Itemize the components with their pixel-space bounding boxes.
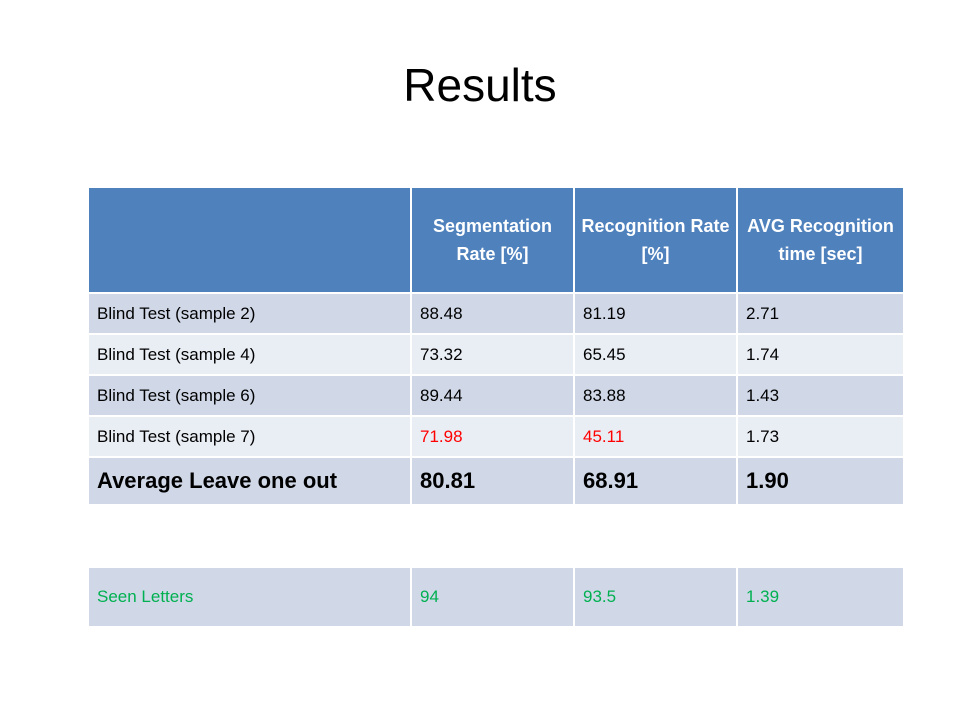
recognition-value: 81.19 <box>573 292 738 335</box>
row-label: Blind Test (sample 7) <box>87 415 412 458</box>
segmentation-value-highlighted: 71.98 <box>410 415 575 458</box>
row-label: Blind Test (sample 2) <box>87 292 412 335</box>
time-value: 1.43 <box>736 374 905 417</box>
time-value: 1.74 <box>736 333 905 376</box>
recognition-value: 65.45 <box>573 333 738 376</box>
seen-recognition-value: 93.5 <box>573 566 738 628</box>
average-label: Average Leave one out <box>87 456 412 506</box>
recognition-value: 83.88 <box>573 374 738 417</box>
table-row: Blind Test (sample 2) 88.48 81.19 2.71 <box>87 292 905 335</box>
segmentation-value: 88.48 <box>410 292 575 335</box>
header-cell-empty <box>87 186 412 294</box>
recognition-value-highlighted: 45.11 <box>573 415 738 458</box>
time-value: 1.73 <box>736 415 905 458</box>
seen-letters-row: Seen Letters 94 93.5 1.39 <box>87 566 905 628</box>
segmentation-value: 89.44 <box>410 374 575 417</box>
results-table: Segmentation Rate [%] Recognition Rate [… <box>87 186 905 506</box>
segmentation-value: 73.32 <box>410 333 575 376</box>
seen-time-value: 1.39 <box>736 566 905 628</box>
seen-segmentation-value: 94 <box>410 566 575 628</box>
seen-letters-label: Seen Letters <box>87 566 412 628</box>
table-row: Blind Test (sample 6) 89.44 83.88 1.43 <box>87 374 905 417</box>
row-label: Blind Test (sample 6) <box>87 374 412 417</box>
header-cell-avg-recognition-time: AVG Recognition time [sec] <box>736 186 905 294</box>
header-cell-segmentation-rate: Segmentation Rate [%] <box>410 186 575 294</box>
average-recognition-value: 68.91 <box>573 456 738 506</box>
slide-title: Results <box>403 59 557 111</box>
row-label: Blind Test (sample 4) <box>87 333 412 376</box>
header-cell-recognition-rate: Recognition Rate [%] <box>573 186 738 294</box>
table-row: Blind Test (sample 4) 73.32 65.45 1.74 <box>87 333 905 376</box>
average-segmentation-value: 80.81 <box>410 456 575 506</box>
time-value: 2.71 <box>736 292 905 335</box>
table-header-row: Segmentation Rate [%] Recognition Rate [… <box>87 186 905 294</box>
average-row: Average Leave one out 80.81 68.91 1.90 <box>87 456 905 506</box>
table-row: Blind Test (sample 7) 71.98 45.11 1.73 <box>87 415 905 458</box>
average-time-value: 1.90 <box>736 456 905 506</box>
seen-letters-table: Seen Letters 94 93.5 1.39 <box>87 566 905 628</box>
